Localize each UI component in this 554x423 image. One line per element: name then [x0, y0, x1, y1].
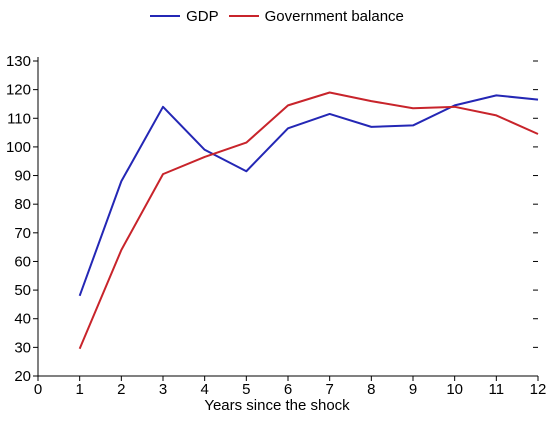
x-tick-label: 11	[489, 381, 505, 398]
x-tick-label: 9	[409, 381, 417, 398]
x-tick-label: 2	[117, 381, 125, 398]
series-line-government-balance	[78, 91, 539, 350]
legend-swatch-government-balance	[228, 15, 259, 17]
x-tick-label: 12	[530, 381, 547, 398]
x-tick-label: 6	[284, 381, 292, 398]
legend: GDP Government balance	[0, 4, 554, 28]
legend-swatch-gdp	[150, 15, 181, 17]
y-tick-label: 30	[14, 339, 31, 356]
x-tick-label: 8	[367, 381, 375, 398]
y-tick-label: 100	[6, 139, 31, 156]
y-tick-label: 60	[14, 253, 31, 270]
legend-label-gdp: GDP	[186, 7, 219, 25]
x-tick-label: 7	[325, 381, 333, 398]
y-tick-label: 50	[14, 282, 31, 299]
legend-item-gdp: GDP	[150, 8, 219, 25]
x-tick-label: 10	[446, 381, 463, 398]
legend-item-government-balance: Government balance	[228, 7, 404, 25]
y-tick-label: 90	[14, 168, 31, 185]
y-tick-label: 80	[14, 196, 31, 213]
x-tick-label: 0	[34, 381, 42, 398]
series-line-gdp	[78, 94, 539, 297]
y-tick-label: 70	[14, 225, 31, 242]
y-tick-label: 110	[7, 110, 31, 127]
y-tick-label: 120	[6, 82, 31, 99]
x-tick-label: 4	[200, 381, 208, 398]
x-tick-label: 5	[242, 381, 250, 398]
x-axis-label: Years since the shock	[204, 397, 350, 414]
y-tick-label: 130	[6, 53, 31, 70]
x-tick-label: 1	[75, 381, 83, 398]
y-tick-label: 40	[14, 311, 31, 328]
legend-label-government-balance: Government balance	[264, 7, 404, 25]
x-tick-label: 3	[159, 381, 167, 398]
y-tick-label: 20	[14, 368, 31, 385]
